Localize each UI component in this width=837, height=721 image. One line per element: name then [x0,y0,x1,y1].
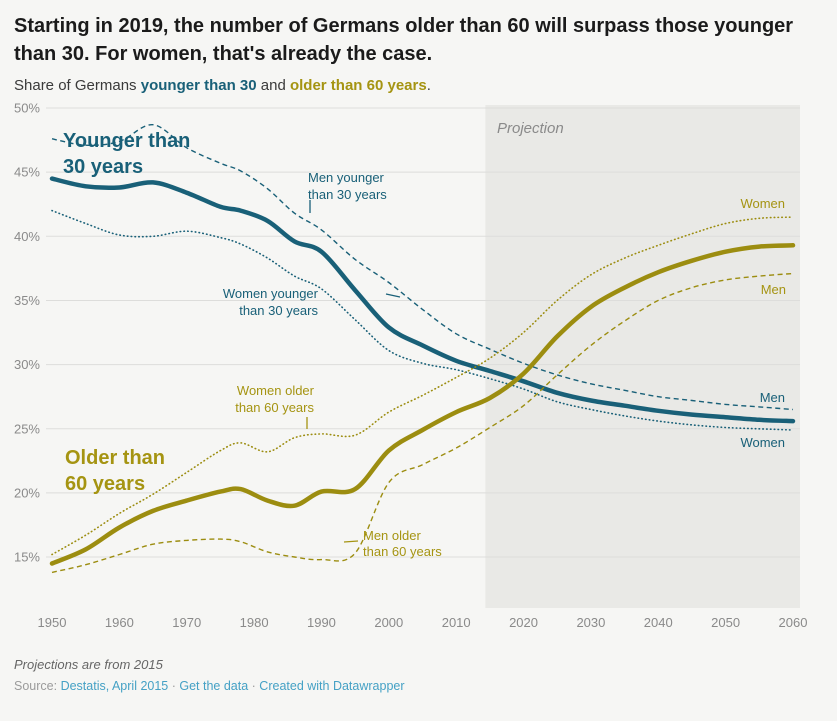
annotation-pointer [343,540,359,543]
x-axis-tick-label: 2010 [442,615,471,630]
projection-note: Projections are from 2015 [14,657,163,673]
label-younger-30: Younger than [63,130,190,152]
chart-canvas: 15% 20% 25% 30% 35% 40% 45% 50% 1950 1960 1970 1980… [14,101,808,631]
projection-band [485,105,800,609]
source-line: Source: Destatis, April 2015 · Get the d… [14,679,823,693]
separator: · [248,679,260,694]
label-older-60: 60 years [65,473,145,495]
y-axis-tick-label: 25% [14,421,40,436]
x-axis-tick-label: 1990 [307,615,336,630]
chart-footer: Projections are from 2015 Source: Destat… [0,657,837,693]
x-axis-tick-label: 1950 [38,615,67,630]
x-axis-tick-label: 2050 [711,615,740,630]
series-line-younger-than-30-years-total [49,176,796,424]
subtitle-older-60: older than 60 years [289,77,427,95]
y-axis-tick-label: 15% [14,550,40,565]
series-line-men-younger-than-30-years [51,124,794,411]
chart-title: Starting in 2019, the number of Germans … [14,15,794,65]
label-men-younger: than 30 years [308,187,387,202]
get-data-link[interactable]: Get the data [179,679,249,694]
y-axis-tick-label: 20% [14,486,40,501]
x-axis-tick-label: 2020 [509,615,538,630]
y-axis-tick-label: 45% [14,165,40,180]
label-women-younger: than 30 years [239,303,318,318]
label-end-men-older: Men [761,282,786,297]
separator: · [168,679,180,694]
x-axis-tick-label: 2030 [576,615,605,630]
x-axis-tick-label: 2000 [374,615,403,630]
label-women-older: than 60 years [235,400,314,415]
label-women-older: Women older [237,383,315,398]
series-line-men-older-than-60-years [51,272,794,574]
label-older-60: Older than [65,447,165,469]
x-axis-tick-label: 1960 [105,615,134,630]
label-younger-30: 30 years [63,156,143,178]
label-end-women-older: Women [740,196,785,211]
annotation-pointer [385,293,401,298]
chart-subtitle: Share of Germans younger than 30 and old… [14,77,821,94]
label-men-older: than 60 years [363,544,442,559]
x-axis-tick-label: 2060 [779,615,808,630]
label-men-younger: Men younger [308,170,385,185]
label-men-older: Men older [363,528,421,543]
subtitle-period: . [426,77,431,95]
subtitle-younger-30: younger than 30 [140,77,257,95]
datawrapper-link[interactable]: Created with Datawrapper [259,679,405,694]
series-line-older-than-60-years-total [49,243,796,566]
chart-header: Starting in 2019, the number of Germans … [0,0,837,94]
label-projection: Projection [497,120,564,137]
label-end-women-younger: Women [740,435,785,450]
x-axis-tick-label: 2040 [644,615,673,630]
label-end-men-younger: Men [760,390,785,405]
y-axis-tick-label: 50% [14,101,40,116]
line-chart: 15% 20% 25% 30% 35% 40% 45% 50% 1950 1960 1970 1980… [0,96,837,651]
source-label: Source: [14,679,61,694]
y-axis-tick-label: 30% [14,357,40,372]
series-line-women-younger-than-30-years [51,209,794,431]
y-axis-tick-label: 40% [14,229,40,244]
subtitle-prefix: Share of Germans [14,77,141,95]
label-women-younger: Women younger [223,286,319,301]
x-axis-tick-label: 1980 [240,615,269,630]
source-link[interactable]: Destatis, April 2015 [60,679,169,694]
x-axis-tick-label: 1970 [172,615,201,630]
y-axis-tick-label: 35% [14,293,40,308]
subtitle-and: and [256,77,290,95]
series-line-women-older-than-60-years [51,216,794,556]
